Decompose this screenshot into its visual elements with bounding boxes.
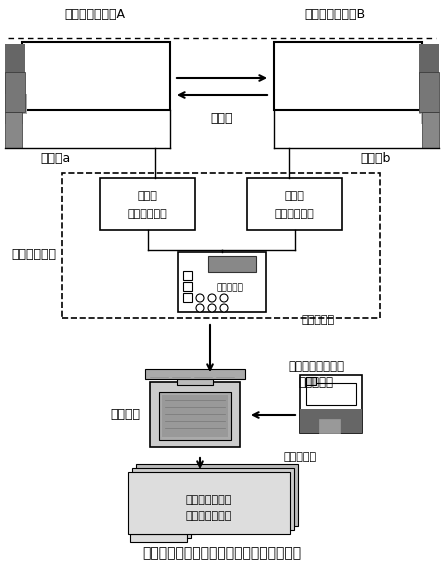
Bar [419,44,439,74]
Bar [128,472,290,534]
Text: 草地　b: 草地 b [360,152,390,165]
Text: パソコン: パソコン [110,409,140,421]
Bar [300,409,362,433]
Bar [300,375,362,433]
Bar [183,282,192,291]
Bar [419,94,439,114]
Text: 草地　a: 草地 a [40,152,70,165]
Bar [162,395,228,437]
Bar [145,369,245,379]
Bar [62,173,380,318]
Text: 所在草地の図表: 所在草地の図表 [186,511,232,521]
Bar [5,112,22,148]
Text: プログラム: プログラム [298,377,333,389]
Text: 掲　示　計: 掲 示 計 [217,283,243,292]
Circle shape [196,294,204,302]
Text: タ　グ: タ グ [285,191,305,201]
Bar [306,383,356,405]
Bar [138,526,195,534]
Bar [422,112,439,148]
Bar [247,178,342,230]
Text: 図１　家畜移動モニタリング装置の構成図: 図１ 家畜移動モニタリング装置の構成図 [143,546,301,560]
Bar [150,382,240,447]
Bar [100,178,195,230]
Bar [130,534,186,542]
Text: 識別アンテナ　A: 識別アンテナ A [64,7,126,21]
Bar [419,74,439,94]
Text: データ処理: データ処理 [283,452,317,462]
Circle shape [208,294,216,302]
Bar [136,464,298,526]
Text: データ収集・処理: データ収集・処理 [288,360,344,373]
Bar [134,530,191,538]
Bar [5,44,25,74]
Bar [274,42,422,110]
Bar [419,72,439,112]
Bar [421,114,439,124]
Bar [5,72,25,112]
Bar [183,293,192,302]
Text: 通　路: 通 路 [211,112,233,124]
Bar [306,377,316,385]
Bar [178,252,266,312]
Bar [5,114,23,124]
Circle shape [208,304,216,312]
Circle shape [196,304,204,312]
Text: 草地間移動経過: 草地間移動経過 [186,495,232,505]
Bar [183,271,192,280]
Circle shape [220,294,228,302]
Bar [319,419,340,433]
Text: 識別アンテナ　B: 識別アンテナ B [305,7,365,21]
Bar [22,42,170,110]
Bar [5,74,25,94]
Text: データ収集: データ収集 [301,315,335,325]
Bar [5,94,27,114]
Circle shape [220,304,228,312]
Bar [132,468,294,530]
Bar [177,377,213,385]
Text: コントローラ: コントローラ [127,209,167,219]
Bar [159,392,231,440]
Text: タ　グ: タ グ [138,191,158,201]
Bar [208,256,256,272]
Text: コントローラ: コントローラ [12,249,56,262]
Text: コントローラ: コントローラ [275,209,314,219]
